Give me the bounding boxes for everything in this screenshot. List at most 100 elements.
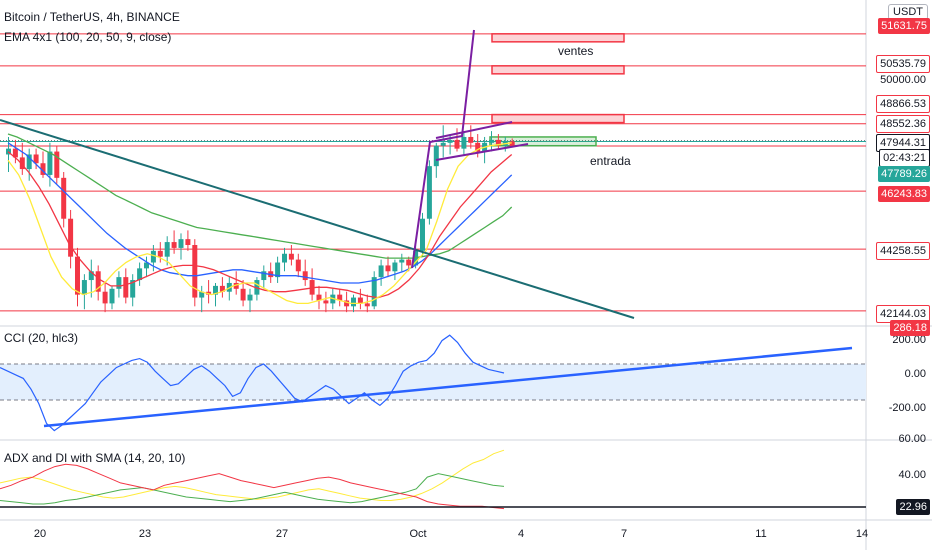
price-tag: 48552.36 <box>876 115 930 133</box>
x-axis-tick: 23 <box>138 528 152 540</box>
candle-body <box>192 245 198 298</box>
adx-line <box>0 463 505 510</box>
candle-body <box>157 250 163 257</box>
flag-upper-line <box>435 121 513 139</box>
x-axis-tick: 11 <box>755 528 767 540</box>
cci-last-value-tag: 286.18 <box>890 320 930 336</box>
price-tag: 50535.79 <box>876 55 930 73</box>
candle-body <box>123 277 129 298</box>
candle-body <box>33 154 39 164</box>
flag-lower-line <box>435 143 529 161</box>
candle-body <box>164 242 170 257</box>
candle-body <box>109 288 115 304</box>
candle-body <box>40 163 46 175</box>
candle-body <box>357 297 363 304</box>
candle-body <box>489 139 494 143</box>
candle-body <box>433 145 439 167</box>
candle-body <box>185 239 191 245</box>
pattern-line <box>411 29 475 269</box>
candle-body <box>88 271 94 281</box>
candle-body <box>233 282 239 289</box>
candle-body <box>130 280 136 298</box>
candle-body <box>344 300 350 307</box>
x-axis-tick: 27 <box>275 528 289 540</box>
cci-band <box>0 364 866 400</box>
candle-body <box>150 250 156 263</box>
candle-body <box>213 285 218 295</box>
price-tag: 47789.26 <box>878 166 930 182</box>
candle-body <box>261 271 267 281</box>
x-axis-tick: 14 <box>855 528 869 540</box>
price-tag: 48866.53 <box>876 95 930 113</box>
adx-axis-label: 40.00 <box>898 469 926 481</box>
cci-trend-line <box>43 346 853 428</box>
candle-body <box>178 239 184 248</box>
adx-line <box>0 449 505 501</box>
candle-body <box>81 280 87 295</box>
candle-body <box>440 142 446 146</box>
candle-body <box>447 139 453 143</box>
candle-body <box>102 291 108 304</box>
candle-body <box>144 262 149 269</box>
price-tag: 42144.03 <box>876 305 930 323</box>
adx-line <box>0 473 505 505</box>
candle-body <box>75 256 80 295</box>
candle-body <box>295 259 301 272</box>
ema-line <box>7 151 513 299</box>
trend-line <box>0 119 635 319</box>
sell-zone-box <box>491 113 625 124</box>
candle-body <box>385 265 391 272</box>
entry-annotation: entrada <box>590 154 631 168</box>
cci-indicator-label[interactable]: CCI (20, hlc3) <box>4 331 79 345</box>
candle-body <box>323 300 329 304</box>
price-tag: 44258.55 <box>876 242 930 260</box>
candle-body <box>406 259 412 266</box>
chart-title: Bitcoin / TetherUS, 4h, BINANCE <box>4 10 180 24</box>
x-axis-tick: 4 <box>517 528 525 540</box>
candle-body <box>364 303 370 307</box>
candle-body <box>26 154 32 170</box>
candle-body <box>420 218 425 251</box>
candle-body <box>316 294 322 301</box>
candle-body <box>475 142 481 152</box>
candle-body <box>61 177 67 219</box>
candle-body <box>302 271 308 281</box>
cci-axis-label: -200.00 <box>888 402 926 414</box>
candle-body <box>171 242 177 248</box>
x-axis-tick: 7 <box>620 528 628 540</box>
candle-body <box>399 259 405 263</box>
candle-body <box>275 262 281 278</box>
candle-body <box>247 294 253 301</box>
adx-axis-label: 60.00 <box>898 433 926 445</box>
candle-body <box>454 139 460 149</box>
sell-zone-box <box>491 65 625 75</box>
price-tag: 46243.83 <box>878 186 930 202</box>
candle-body <box>240 288 246 301</box>
candle-body <box>199 291 205 298</box>
candle-body <box>219 285 225 292</box>
ema-line <box>7 142 512 305</box>
candle-body <box>371 277 377 307</box>
candle-body <box>351 297 356 307</box>
candle-body <box>54 151 60 178</box>
adx-indicator-label[interactable]: ADX and DI with SMA (14, 20, 10) <box>4 451 186 465</box>
candle-body <box>19 157 25 170</box>
candle-body <box>468 136 474 143</box>
candle-body <box>68 218 74 257</box>
candle-body <box>137 268 143 281</box>
candle-body <box>337 294 343 301</box>
candle-body <box>47 151 53 175</box>
x-axis-tick: 20 <box>33 528 47 540</box>
cci-line <box>0 334 505 432</box>
sell-zone-box <box>491 33 625 43</box>
cci-axis-label: 200.00 <box>892 334 926 346</box>
candle-body <box>378 265 384 278</box>
candle-body <box>495 139 501 146</box>
candle-body <box>392 262 398 272</box>
price-tag: 51631.75 <box>878 18 930 34</box>
price-axis-label: 50000.00 <box>880 74 926 86</box>
candle-body <box>116 277 122 289</box>
sell-annotation: ventes <box>558 44 594 58</box>
ema-indicator-label[interactable]: EMA 4x1 (100, 20, 50, 9, close) <box>4 30 172 44</box>
